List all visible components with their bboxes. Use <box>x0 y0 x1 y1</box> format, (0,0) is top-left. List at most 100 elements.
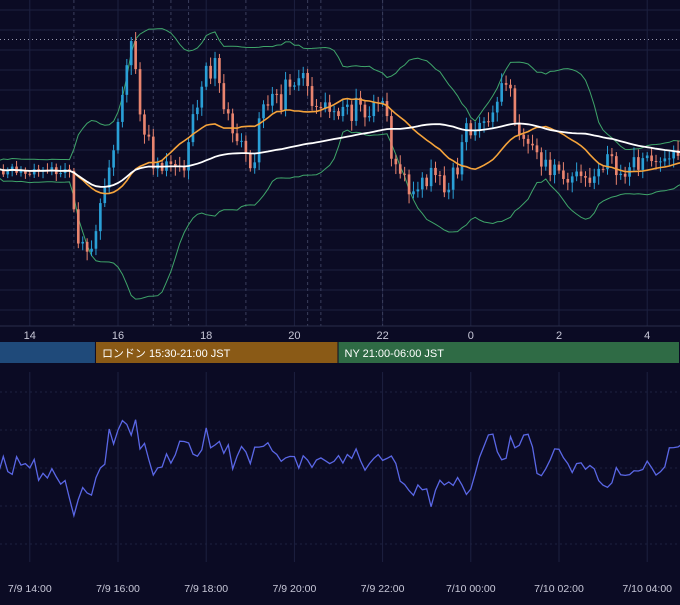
candle-down[interactable] <box>245 141 248 154</box>
candle-down[interactable] <box>337 111 340 116</box>
candle-down[interactable] <box>589 178 592 183</box>
candle-down[interactable] <box>86 242 89 252</box>
candle-up[interactable] <box>619 174 622 175</box>
candle-up[interactable] <box>597 169 600 176</box>
candle-up[interactable] <box>372 102 375 116</box>
candle-up[interactable] <box>641 158 644 170</box>
candle-down[interactable] <box>395 159 398 165</box>
candle-up[interactable] <box>368 116 371 117</box>
candle-down[interactable] <box>209 66 212 79</box>
candle-down[interactable] <box>615 156 618 175</box>
candle-up[interactable] <box>333 111 336 112</box>
candle-down[interactable] <box>386 101 389 116</box>
candle-down[interactable] <box>390 116 393 159</box>
candle-down[interactable] <box>249 154 252 169</box>
candle-down[interactable] <box>403 174 406 175</box>
candle-down[interactable] <box>439 175 442 176</box>
candle-down[interactable] <box>227 109 230 113</box>
candle-down[interactable] <box>425 178 428 186</box>
candle-up[interactable] <box>95 231 98 249</box>
candle-up[interactable] <box>262 104 265 118</box>
candle-up[interactable] <box>214 58 217 79</box>
candle-up[interactable] <box>478 123 481 130</box>
candle-up[interactable] <box>240 141 243 142</box>
candle-down[interactable] <box>549 160 552 175</box>
candle-down[interactable] <box>231 113 234 133</box>
candle-up[interactable] <box>452 168 455 190</box>
candle-down[interactable] <box>505 83 508 85</box>
candle-up[interactable] <box>59 173 62 174</box>
candle-up[interactable] <box>196 108 199 115</box>
candle-up[interactable] <box>447 190 450 193</box>
candle-up[interactable] <box>342 107 345 116</box>
candle-down[interactable] <box>584 176 587 178</box>
candle-down[interactable] <box>280 94 283 110</box>
candle-up[interactable] <box>461 142 464 174</box>
candle-up[interactable] <box>668 158 671 159</box>
candle-up[interactable] <box>112 150 115 167</box>
candle-up[interactable] <box>430 168 433 186</box>
candle-down[interactable] <box>289 80 292 87</box>
candle-up[interactable] <box>544 160 547 167</box>
candle-up[interactable] <box>417 189 420 191</box>
candle-up[interactable] <box>99 203 102 231</box>
candle-up[interactable] <box>500 83 503 102</box>
candle-down[interactable] <box>566 179 569 183</box>
candle-down[interactable] <box>73 171 76 209</box>
candle-up[interactable] <box>103 188 106 203</box>
candle-down[interactable] <box>143 114 146 134</box>
candle-down[interactable] <box>522 135 525 139</box>
candle-down[interactable] <box>275 94 278 95</box>
candle-up[interactable] <box>346 105 349 107</box>
candle-down[interactable] <box>531 144 534 146</box>
candle-up[interactable] <box>421 178 424 190</box>
candle-down[interactable] <box>624 174 627 177</box>
candle-down[interactable] <box>558 165 561 171</box>
candle-up[interactable] <box>125 65 128 95</box>
candle-down[interactable] <box>509 85 512 89</box>
candle-down[interactable] <box>315 106 318 107</box>
candle-down[interactable] <box>602 169 605 170</box>
candle-up[interactable] <box>571 176 574 182</box>
candle-down[interactable] <box>350 105 353 121</box>
candle-up[interactable] <box>200 87 203 108</box>
candle-down[interactable] <box>408 174 411 194</box>
candle-down[interactable] <box>28 174 31 175</box>
candle-up[interactable] <box>575 171 578 176</box>
candle-up[interactable] <box>355 98 358 121</box>
candle-down[interactable] <box>487 121 490 122</box>
candle-up[interactable] <box>6 171 9 174</box>
candle-down[interactable] <box>364 105 367 118</box>
candle-down[interactable] <box>223 83 226 109</box>
candle-up[interactable] <box>117 122 120 150</box>
candle-down[interactable] <box>637 157 640 170</box>
candle-up[interactable] <box>633 157 636 167</box>
candle-up[interactable] <box>492 112 495 121</box>
candle-down[interactable] <box>77 209 80 243</box>
candle-down[interactable] <box>562 170 565 178</box>
candle-up[interactable] <box>284 80 287 111</box>
candle-up[interactable] <box>90 249 93 252</box>
candle-up[interactable] <box>130 41 133 65</box>
candle-down[interactable] <box>152 137 155 169</box>
candle-down[interactable] <box>236 133 239 141</box>
candle-down[interactable] <box>134 41 137 69</box>
candle-up[interactable] <box>121 95 124 122</box>
candles[interactable] <box>0 32 680 260</box>
candle-down[interactable] <box>514 88 517 122</box>
candle-down[interactable] <box>148 135 151 137</box>
candle-down[interactable] <box>306 73 309 86</box>
candle-up[interactable] <box>81 242 84 244</box>
candle-down[interactable] <box>434 168 437 175</box>
candle-down[interactable] <box>139 69 142 114</box>
candle-up[interactable] <box>646 156 649 159</box>
candle-up[interactable] <box>302 73 305 78</box>
candle-up[interactable] <box>483 121 486 123</box>
candle-down[interactable] <box>267 104 270 105</box>
candle-down[interactable] <box>540 152 543 166</box>
candle-up[interactable] <box>659 161 662 162</box>
candle-up[interactable] <box>108 168 111 188</box>
candle-up[interactable] <box>297 78 300 85</box>
